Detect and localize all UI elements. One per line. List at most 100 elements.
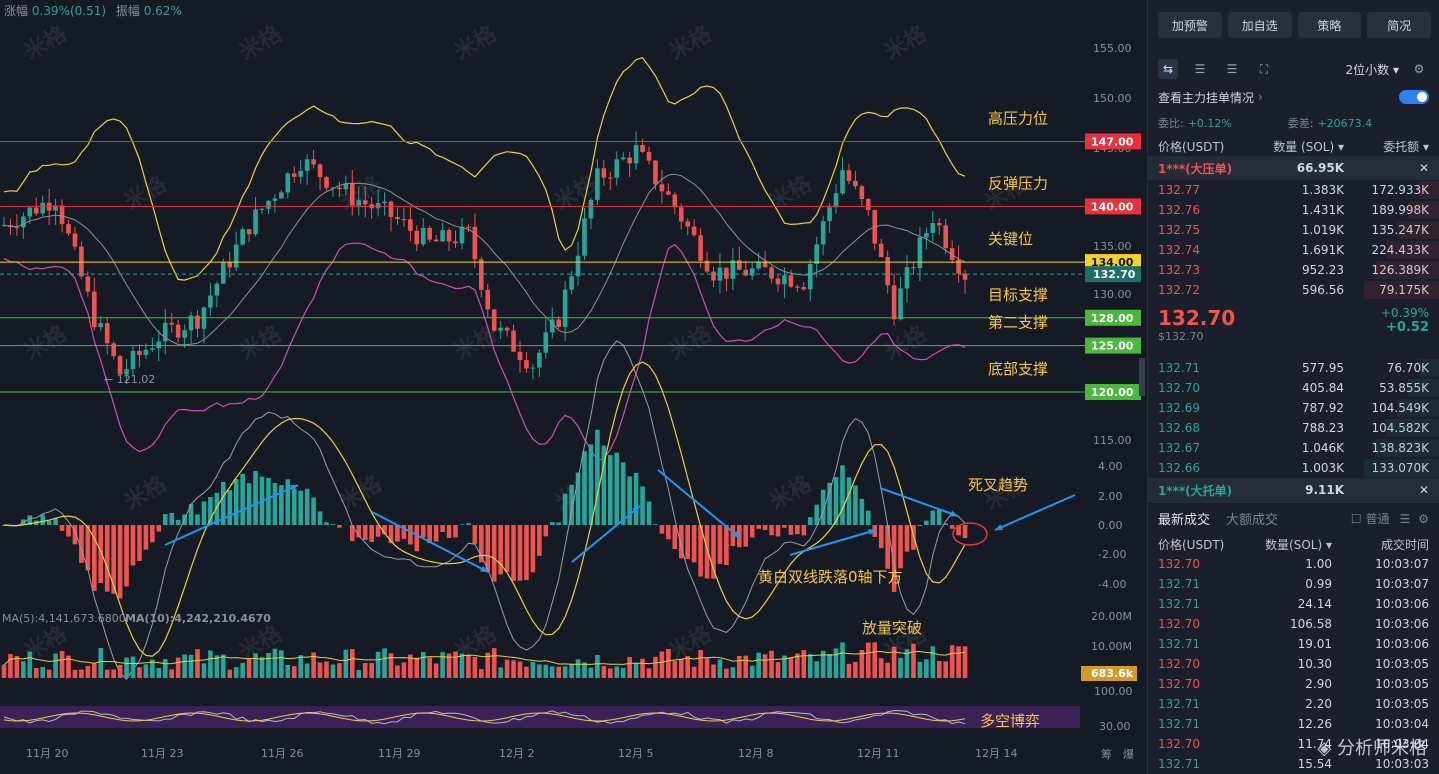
close-icon[interactable]: ✕ <box>1418 483 1429 497</box>
bid-row[interactable]: 132.67 1.046K 138.823K <box>1148 438 1439 458</box>
filter-icon[interactable]: ☰ <box>1399 511 1411 526</box>
add-watchlist-button[interactable]: 加自选 <box>1227 12 1292 38</box>
ask-row[interactable]: 132.75 1.019K 135.247K <box>1148 220 1439 240</box>
tab-large-trades[interactable]: 大额成交 <box>1226 513 1279 528</box>
macd-bar <box>498 525 503 575</box>
volume-bar <box>414 657 420 678</box>
ob-col-total[interactable]: 委托额 ▾ <box>1383 139 1429 154</box>
macd-bar <box>827 482 832 525</box>
main-orders-toggle[interactable] <box>1399 90 1429 104</box>
macd-bar <box>208 496 213 525</box>
candle-body <box>569 276 574 290</box>
candle-body <box>678 207 684 222</box>
strategy-button[interactable]: 策略 <box>1297 12 1362 38</box>
candle-body <box>717 267 723 281</box>
volume-bar <box>801 650 807 678</box>
volume-bar <box>382 648 387 678</box>
ob-col-qty[interactable]: 数量 (SOL) ▾ <box>1273 139 1344 154</box>
fullscreen-icon[interactable]: ⛶ <box>1259 61 1269 76</box>
candle-body <box>608 177 613 179</box>
candle-body <box>169 322 174 325</box>
volume-bar <box>233 667 239 678</box>
ask-row[interactable]: 132.74 1.691K 224.433K <box>1148 240 1439 260</box>
main-orders-row: 查看主力挂单情况 › <box>1148 84 1439 110</box>
tr-col-qty[interactable]: 数量(SOL) ▾ <box>1265 537 1332 552</box>
action-buttons: 加预警 加自选 策略 简况 <box>1148 0 1439 44</box>
volume-axis-label: 20.00M <box>1091 610 1132 623</box>
volume-bar <box>614 666 620 678</box>
trend-arrow-head <box>995 524 1003 530</box>
trade-price: 132.70 <box>1158 617 1200 631</box>
candle-body <box>562 289 568 327</box>
macd-bar <box>233 478 239 525</box>
bid-row[interactable]: 132.66 1.003K 133.070K <box>1148 458 1439 478</box>
overview-button[interactable]: 简况 <box>1367 12 1431 38</box>
volume-bar <box>279 650 284 678</box>
candle-body <box>724 267 729 279</box>
ask-row[interactable]: 132.72 596.56 79.175K <box>1148 280 1439 300</box>
bid-row[interactable]: 132.68 788.23 104.582K <box>1148 418 1439 438</box>
ask-row[interactable]: 132.73 952.23 126.389K <box>1148 260 1439 280</box>
author-watermark: ◈ 分析师米格 <box>1317 738 1427 759</box>
macd-bar <box>304 488 310 525</box>
total-cell: 53.855K <box>1379 381 1429 395</box>
volume-bar <box>827 654 832 678</box>
candle-body <box>672 194 678 208</box>
chart-area[interactable]: 米格 米格 米格 米格 米格 米格 米格 米格 米格 米格 米格 米格 米格 米格 米格 米格 米格 米格 米格 米格… <box>0 0 1145 774</box>
normal-checkbox[interactable]: ☐ 普通 <box>1350 512 1390 526</box>
volume-bar <box>885 662 890 678</box>
macd-bar <box>620 462 626 525</box>
macd-bar <box>575 472 581 525</box>
volume-bar <box>930 646 936 678</box>
candle-body <box>440 230 445 242</box>
volume-bar <box>730 667 736 678</box>
big-bid-row[interactable]: 1***(大托单) 9.11K ✕ <box>1148 478 1439 502</box>
macd-bar <box>788 525 794 535</box>
watermark-text: 米格 <box>20 20 72 65</box>
orderbook-asks-icon[interactable]: ☰ <box>1226 62 1238 76</box>
volume-bar <box>678 658 684 678</box>
date-axis-label: 12月 14 <box>975 747 1018 760</box>
add-alert-button[interactable]: 加预警 <box>1158 12 1222 38</box>
trade-qty: 106.58 <box>1290 617 1332 631</box>
total-cell: 133.070K <box>1371 461 1430 475</box>
low-price-marker: ← 121.02 <box>104 373 155 386</box>
orderbook-both-icon[interactable]: ⇆ <box>1158 59 1178 79</box>
trade-row: 132.70 11.74 10:03:04 <box>1148 734 1439 754</box>
macd-bar <box>350 525 355 542</box>
bid-row[interactable]: 132.70 405.84 53.855K <box>1148 378 1439 398</box>
macd-bar <box>330 524 336 525</box>
macd-bar <box>85 525 91 571</box>
volume-bar <box>659 651 665 678</box>
bid-row[interactable]: 132.71 577.95 76.70K <box>1148 358 1439 378</box>
settings-icon[interactable]: ⚙ <box>1418 511 1429 526</box>
close-icon[interactable]: ✕ <box>1418 161 1429 175</box>
trade-price: 132.70 <box>1158 557 1200 571</box>
macd-bar <box>130 525 136 566</box>
main-orders-link[interactable]: 查看主力挂单情况 <box>1158 90 1255 105</box>
ask-row[interactable]: 132.76 1.431K 189.998K <box>1148 200 1439 220</box>
macd-bar <box>640 486 645 525</box>
decimals-select[interactable]: 2位小数 ▾ <box>1345 62 1399 77</box>
orderbook-bids-icon[interactable]: ☰ <box>1194 62 1206 76</box>
qty-cell: 596.56 <box>1302 283 1344 297</box>
watermark-text: 米格 <box>665 20 717 65</box>
bid-row[interactable]: 132.69 787.92 104.549K <box>1148 398 1439 418</box>
volume-current-tag: 683.6k <box>1091 667 1134 680</box>
volume-bar <box>859 649 865 678</box>
candle-body <box>208 295 213 308</box>
date-axis-label: 11月 29 <box>378 747 421 760</box>
volume-bar <box>698 649 703 678</box>
big-ask-row[interactable]: 1***(大压单) 66.95K ✕ <box>1148 156 1439 180</box>
tab-latest-trades[interactable]: 最新成交 <box>1158 513 1211 528</box>
candle-body <box>898 288 903 320</box>
candle-body <box>317 164 323 178</box>
macd-bar <box>549 522 555 525</box>
candle-body <box>40 202 45 214</box>
ask-row[interactable]: 132.77 1.383K 172.933K <box>1148 180 1439 200</box>
candle-body <box>524 360 529 369</box>
settings-icon[interactable]: ⚙ <box>1413 62 1425 76</box>
trend-arrow <box>164 484 299 546</box>
candle-body <box>98 323 104 328</box>
